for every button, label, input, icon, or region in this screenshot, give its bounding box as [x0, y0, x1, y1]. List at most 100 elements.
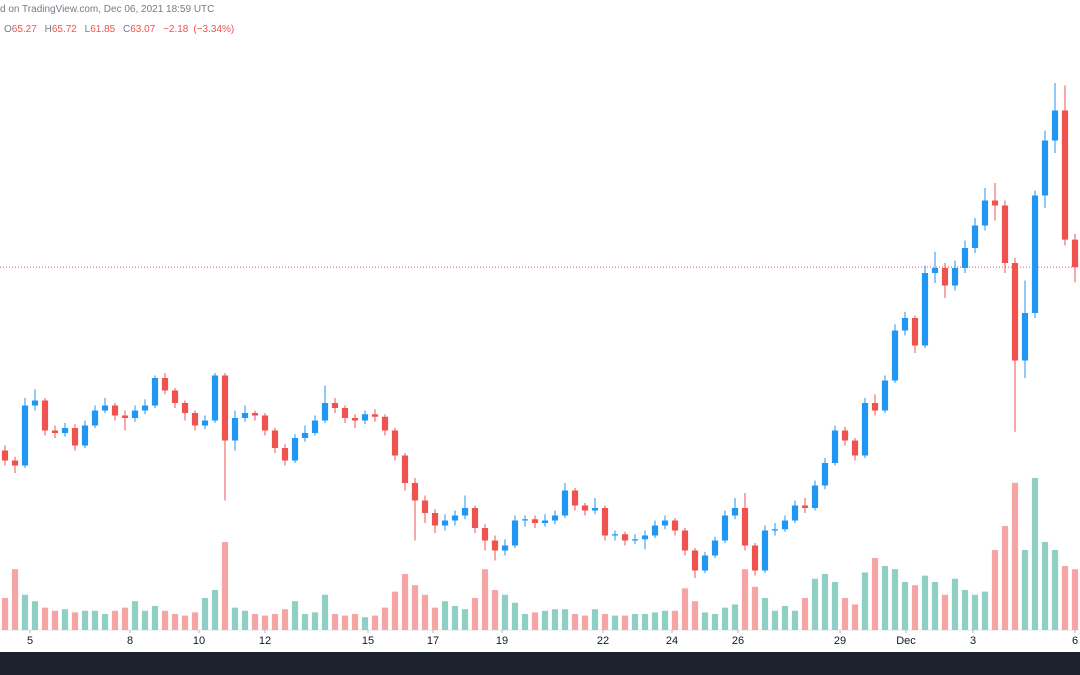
- volume-bar: [331, 614, 339, 630]
- candle-body: [1061, 110, 1069, 240]
- candle-body: [941, 268, 949, 286]
- candle-body: [151, 378, 159, 406]
- volume-bar: [461, 609, 469, 630]
- candle-body: [921, 273, 929, 346]
- x-tick-label: 15: [362, 635, 374, 647]
- volume-bar: [221, 542, 229, 630]
- volume-bar: [761, 598, 769, 630]
- candle-body: [441, 520, 449, 526]
- candle-body: [31, 400, 39, 406]
- candle-body: [201, 420, 209, 426]
- x-tick-label: Dec: [896, 635, 916, 647]
- volume-bar: [141, 610, 149, 630]
- candle-body: [111, 405, 119, 416]
- volume-bar: [351, 614, 359, 630]
- candle-body: [731, 508, 739, 516]
- candle-body: [531, 519, 539, 523]
- volume-bar: [871, 558, 879, 630]
- volume-bar: [821, 574, 829, 630]
- volume-bar: [231, 607, 239, 630]
- volume-bar: [151, 606, 159, 630]
- volume-bar: [511, 602, 519, 630]
- candle-body: [601, 508, 609, 536]
- volume-bar: [801, 598, 809, 630]
- volume-bar: [171, 614, 179, 630]
- volume-bar: [191, 612, 199, 630]
- candle-body: [1071, 239, 1079, 268]
- candle-body: [611, 534, 619, 536]
- candle-body: [781, 520, 789, 530]
- candle-body: [261, 415, 269, 431]
- candle-body: [861, 403, 869, 456]
- ohlc-value: 63.07: [130, 24, 156, 35]
- volume-bar: [101, 614, 109, 630]
- volume-bar: [201, 598, 209, 630]
- volume-bar: [731, 604, 739, 630]
- volume-bar: [261, 615, 269, 630]
- volume-bar: [241, 610, 249, 630]
- candle-body: [991, 200, 999, 206]
- candle-body: [11, 460, 19, 466]
- candle-body: [631, 539, 639, 541]
- ohlc-value: 61.85: [90, 24, 116, 35]
- x-tick-label: 19: [496, 635, 508, 647]
- volume-bar: [991, 550, 999, 630]
- candle-body: [711, 540, 719, 556]
- ohlc-legend: O65.27 H65.72 L61.85 C63.07 −2.18 (−3.34%…: [4, 24, 239, 35]
- candle-body: [511, 520, 519, 546]
- volume-bar: [581, 615, 589, 630]
- candle-body: [581, 505, 589, 511]
- volume-bar: [371, 615, 379, 630]
- candle-body: [321, 403, 329, 421]
- volume-bar: [741, 569, 749, 630]
- volume-bar: [841, 598, 849, 630]
- volume-bar: [691, 601, 699, 630]
- volume-bar: [1071, 569, 1079, 630]
- candle-body: [471, 508, 479, 528]
- volume-bar: [621, 615, 629, 630]
- volume-bar: [541, 610, 549, 630]
- candle-body: [381, 416, 389, 431]
- candle-body: [811, 485, 819, 508]
- candle-body: [881, 380, 889, 411]
- volume-bar: [1, 598, 9, 630]
- candle-body: [41, 400, 49, 431]
- candle-body: [341, 408, 349, 418]
- candle-body: [871, 403, 879, 411]
- bottom-bar: [0, 652, 1080, 675]
- candle-body: [391, 430, 399, 456]
- candle-body: [551, 515, 559, 521]
- volume-bar: [971, 594, 979, 630]
- candle-body: [181, 403, 189, 413]
- volume-bar: [1031, 478, 1039, 630]
- volume-bar: [281, 609, 289, 630]
- volume-bar: [391, 591, 399, 630]
- volume-bar: [311, 612, 319, 630]
- candle-body: [91, 410, 99, 426]
- volume-bar: [31, 601, 39, 630]
- volume-bar: [981, 591, 989, 630]
- volume-bar: [651, 612, 659, 630]
- x-tick-label: 8: [127, 635, 133, 647]
- candle-body: [771, 529, 779, 531]
- candle-body: [311, 420, 319, 433]
- candle-body: [901, 318, 909, 331]
- volume-bar: [531, 612, 539, 630]
- volume-bar: [661, 610, 669, 630]
- candle-body: [241, 413, 249, 418]
- candle-body: [791, 505, 799, 521]
- x-tick-label: 29: [834, 635, 846, 647]
- candle-body: [751, 545, 759, 571]
- candle-body: [841, 430, 849, 441]
- ohlc-letter: H: [44, 24, 52, 35]
- candle-body: [721, 515, 729, 541]
- candle-body: [621, 534, 629, 541]
- volume-bar: [211, 590, 219, 630]
- volume-bar: [491, 590, 499, 630]
- volume-bar: [961, 590, 969, 630]
- candle-body: [1051, 110, 1059, 141]
- candle-body: [851, 440, 859, 456]
- volume-bar: [611, 615, 619, 630]
- candle-body: [301, 433, 309, 438]
- volume-bar: [1051, 550, 1059, 630]
